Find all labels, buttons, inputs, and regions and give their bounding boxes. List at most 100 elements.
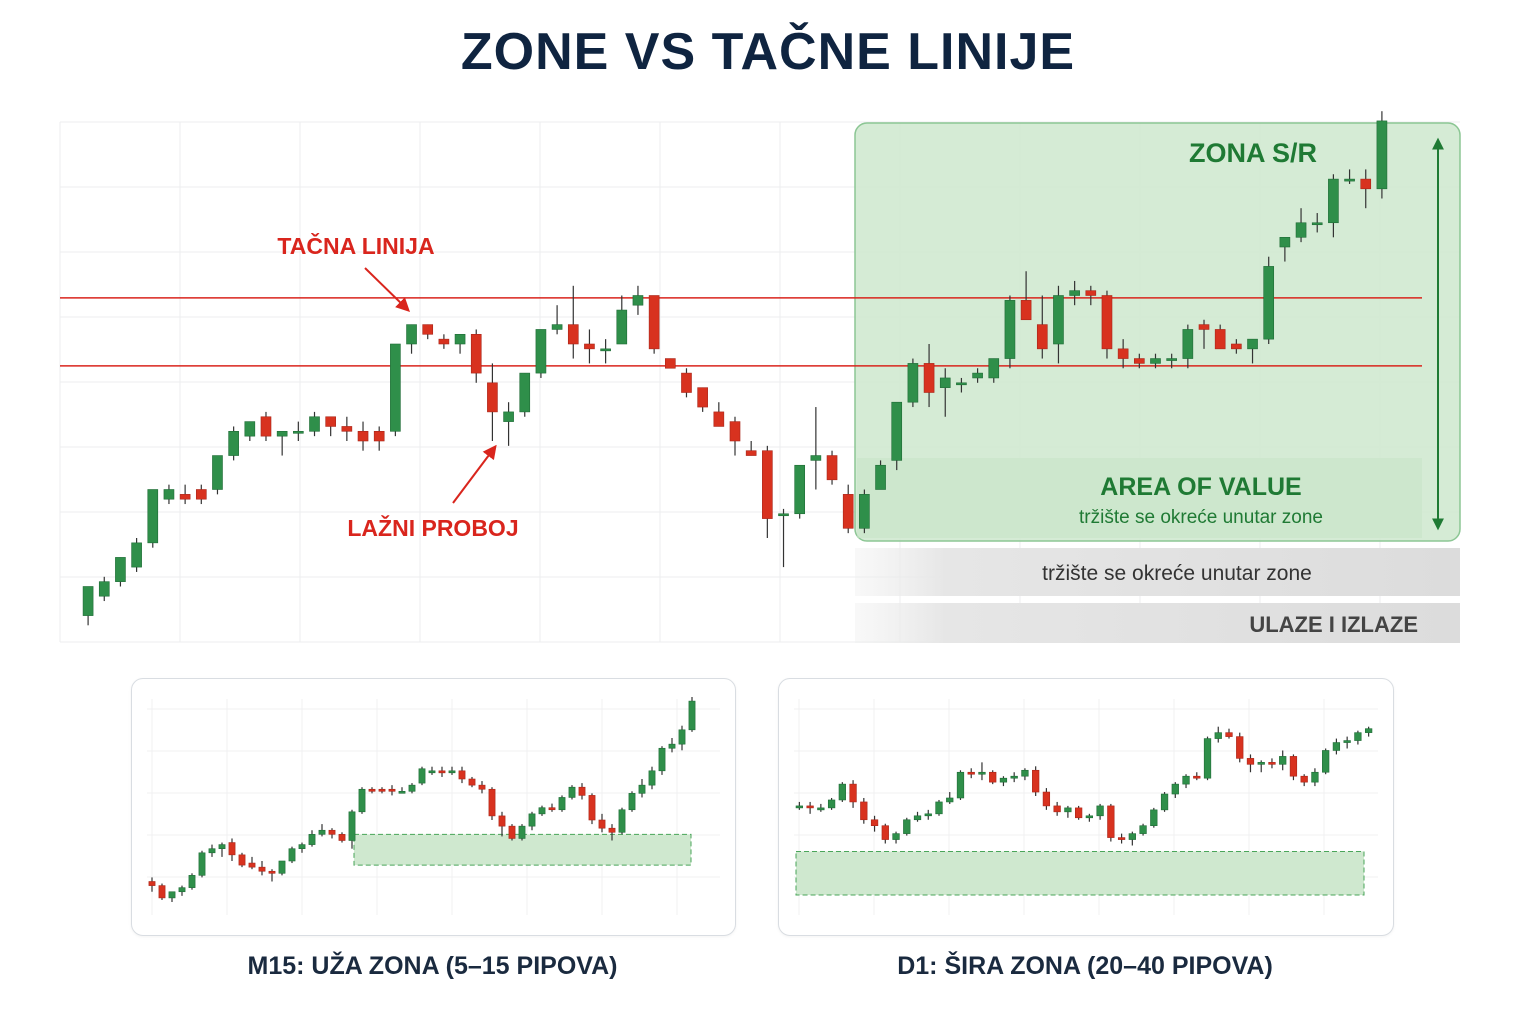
candle-body (1139, 825, 1147, 834)
candle-body (298, 844, 306, 850)
candle-body (198, 852, 206, 876)
candle-body (1069, 290, 1080, 296)
candle (1020, 271, 1032, 321)
exact-line-label: TAČNA LINIJA (277, 232, 434, 259)
page-title: ZONE VS TAČNE LINIJE (460, 23, 1076, 81)
candle-body (946, 797, 954, 803)
candle-body (448, 770, 456, 774)
candle (838, 782, 846, 802)
candle (681, 368, 692, 398)
candle-body (1117, 348, 1129, 359)
candle (697, 387, 708, 412)
candle-body (558, 797, 566, 811)
candle-body (1300, 775, 1308, 783)
candle (588, 793, 596, 825)
candle-body (388, 788, 396, 792)
candle-body (518, 825, 526, 839)
m15-panel (131, 678, 736, 936)
candle (826, 450, 838, 485)
candle (309, 411, 320, 437)
candle (1311, 768, 1319, 787)
candle (418, 766, 426, 786)
candle (1263, 256, 1275, 344)
candle-body (1246, 758, 1255, 765)
candle (1182, 324, 1194, 369)
candle-body (1128, 833, 1136, 840)
candle-body (309, 416, 320, 432)
candle (745, 441, 757, 456)
candle (147, 489, 159, 548)
candle-body (1085, 815, 1094, 819)
candle-body (378, 788, 386, 792)
candle (939, 368, 951, 417)
candle-body (158, 885, 166, 899)
candle (378, 787, 386, 794)
candle (946, 792, 954, 804)
candle-body (681, 372, 692, 393)
candle (1332, 738, 1341, 755)
candle (288, 846, 296, 864)
candle (98, 576, 110, 602)
candle (978, 762, 986, 781)
candle (923, 344, 935, 408)
candle (664, 358, 676, 369)
candle (1107, 803, 1115, 842)
candle-body (454, 333, 466, 345)
candle-body (810, 455, 822, 461)
candle-body (628, 793, 636, 811)
candle-body (1085, 290, 1097, 296)
candle-body (488, 788, 496, 817)
candle (658, 746, 666, 775)
info-bar-1 (855, 548, 1460, 596)
candle (458, 766, 466, 784)
candle-body (891, 401, 903, 461)
candle-body (228, 842, 236, 856)
candle (648, 766, 656, 790)
candle-body (1053, 805, 1061, 813)
candle (179, 484, 191, 505)
candle (195, 484, 207, 505)
candle (881, 823, 889, 844)
candle (827, 797, 836, 810)
candle (1064, 805, 1072, 818)
candle (260, 411, 272, 441)
candle (903, 817, 911, 836)
candle (357, 421, 369, 451)
candle-body (1021, 769, 1029, 777)
candle (1328, 174, 1339, 238)
candle (228, 426, 239, 461)
candle (584, 329, 595, 364)
candle (293, 421, 304, 441)
candle-body (1268, 762, 1276, 765)
candle-body (923, 363, 935, 393)
candle (1042, 788, 1051, 810)
candle-body (1279, 237, 1291, 248)
candle (817, 803, 825, 812)
candle-body (1311, 222, 1323, 226)
candle-body (762, 450, 773, 519)
candle (368, 787, 376, 794)
candle (390, 343, 401, 437)
candle (913, 811, 922, 822)
d1-panel (778, 678, 1394, 936)
candle-body (498, 815, 506, 827)
candle-body (1150, 358, 1161, 364)
candle (1344, 169, 1355, 184)
candle (535, 329, 547, 378)
candle-body (163, 489, 175, 500)
info-bar-1-text: tržište se okreće unutar zone (1042, 562, 1312, 585)
candle (875, 460, 886, 490)
candle-body (357, 430, 369, 442)
candle (1279, 237, 1291, 262)
candle-body (1247, 338, 1258, 350)
candle (228, 838, 236, 861)
candle (488, 787, 496, 820)
candle-body (658, 747, 666, 772)
candle (422, 324, 434, 340)
candle (468, 776, 476, 788)
candle-body (218, 844, 226, 850)
candle-body (697, 387, 708, 408)
candle-body (408, 784, 416, 792)
candle-body (1166, 358, 1177, 361)
candle-body (778, 513, 789, 517)
